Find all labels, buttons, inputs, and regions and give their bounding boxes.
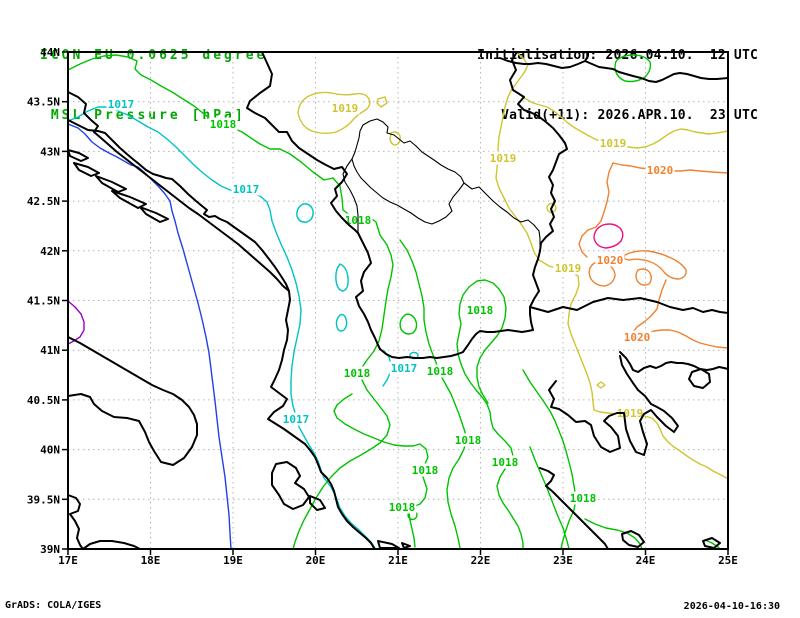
- x-axis-tick-label: 25E: [718, 554, 738, 567]
- x-axis-tick-label: 19E: [223, 554, 243, 567]
- contour-line-1019-yellow: [297, 51, 729, 480]
- y-axis-tick-label: 44N: [40, 46, 60, 59]
- x-axis-tick-label: 24E: [636, 554, 656, 567]
- contour-line-magenta: [593, 223, 624, 249]
- coastline-chalkidiki: [548, 355, 679, 456]
- coastline-italy-heel: [67, 494, 141, 550]
- contour-label-mask: [453, 433, 483, 447]
- contour-label-mask: [281, 412, 311, 426]
- x-axis-tick-label: 22E: [471, 554, 491, 567]
- contour-line-purple: [67, 300, 85, 345]
- contour-label-mask: [645, 163, 675, 177]
- contour-label-mask: [208, 117, 238, 131]
- border-kosovo: [351, 118, 465, 225]
- axis-ticks-and-labels: 17E 18E 19E 20E 21E 22E 23E 24E 25E 44N 43.5N 43N 42…: [27, 46, 738, 567]
- danube-romania-border: [499, 51, 729, 83]
- contour-label: 1018: [412, 464, 439, 477]
- latlon-gridlines: [68, 52, 728, 549]
- contour-label-mask: [553, 261, 583, 275]
- y-axis-tick-label: 40.5N: [27, 394, 60, 407]
- contour-label-mask: [106, 97, 136, 111]
- y-axis-tick-label: 40N: [40, 444, 60, 457]
- contour-label-mask: [490, 455, 520, 469]
- contour-label: 1019: [555, 262, 582, 275]
- contour-label: 1017: [283, 413, 310, 426]
- border-bosnia-serbia-drina: [246, 51, 359, 234]
- contour-label-mask: [622, 330, 652, 344]
- y-axis-tick-label: 41N: [40, 344, 60, 357]
- contour-label-mask: [387, 500, 417, 514]
- coastline-aegean-thrace: [619, 351, 729, 389]
- contour-label: 1018: [389, 501, 416, 514]
- contour-line-blue: [67, 123, 232, 550]
- contour-label: 1018: [492, 456, 519, 469]
- coastline-corfu-ionian: [271, 461, 411, 549]
- x-axis-tick-label: 18E: [141, 554, 161, 567]
- contour-label-mask: [231, 182, 261, 196]
- contour-label-mask: [598, 136, 628, 150]
- contour-label: 1020: [624, 331, 651, 344]
- contour-label: 1020: [597, 254, 624, 267]
- y-axis-tick-label: 41.5N: [27, 295, 60, 308]
- coastline-italy-gargano: [67, 336, 198, 466]
- y-axis-tick-label: 39.5N: [27, 493, 60, 506]
- y-axis-tick-label: 42.5N: [27, 195, 60, 208]
- contour-line-1018-green: [67, 54, 721, 550]
- contour-label-mask: [389, 361, 419, 375]
- border-croatia-bosnia: [67, 91, 290, 292]
- contour-label: 1018: [455, 434, 482, 447]
- contour-label-mask: [465, 303, 495, 317]
- grads-credit: GrADS: COLA/IGES: [5, 600, 102, 611]
- y-axis-tick-label: 43.5N: [27, 96, 60, 109]
- border-serbia-bulgaria: [509, 51, 729, 314]
- contour-label: 1018: [427, 365, 454, 378]
- contour-label: 1017: [108, 98, 135, 111]
- x-axis-tick-label: 21E: [388, 554, 408, 567]
- contour-label: 1019: [617, 407, 644, 420]
- contour-label: 1020: [647, 164, 674, 177]
- contour-label-mask: [488, 151, 518, 165]
- contour-label: 1018: [570, 492, 597, 505]
- pressure-contours: [67, 51, 729, 550]
- contour-label: 1018: [467, 304, 494, 317]
- contour-label-mask: [330, 101, 360, 115]
- contour-label-mask: [410, 463, 440, 477]
- contour-label: 1019: [600, 137, 627, 150]
- contour-label: 1017: [233, 183, 260, 196]
- contour-label: 1018: [344, 367, 371, 380]
- contour-label-mask: [595, 253, 625, 267]
- y-axis-tick-label: 42N: [40, 245, 60, 258]
- contour-label: 1018: [210, 118, 237, 131]
- y-axis-tick-label: 39N: [40, 543, 60, 556]
- x-axis-tick-label: 23E: [553, 554, 573, 567]
- x-axis-tick-label: 20E: [306, 554, 326, 567]
- creation-timestamp: 2026-04-10-16:30: [683, 601, 780, 612]
- coastline-thessaly: [539, 467, 721, 550]
- border-greece-north: [379, 306, 534, 359]
- coastlines-and-borders: [67, 51, 729, 550]
- contour-label-layer: 1017 1017 1017 1017 1018 1018 1018 1018 1018 1018…: [106, 97, 675, 514]
- valid-time-line: Valid(+11): 2026.APR.10. 23 UTC: [501, 108, 758, 123]
- contour-label-mask: [615, 406, 645, 420]
- coastline-dalmatia-albania: [67, 119, 375, 549]
- contour-line-1017-cyan: [67, 106, 419, 549]
- contour-label-mask: [425, 364, 455, 378]
- y-axis-tick-label: 43N: [40, 145, 60, 158]
- border-serbia-macedonia-thin: [342, 158, 541, 246]
- contour-label-mask: [568, 491, 598, 505]
- contour-label-mask: [342, 366, 372, 380]
- x-axis-tick-label: 17E: [58, 554, 78, 567]
- border-montenegro-albania-macedonia: [355, 232, 381, 350]
- contour-label: 1017: [391, 362, 418, 375]
- contour-label: 1019: [490, 152, 517, 165]
- dalmatian-islands: [67, 149, 169, 223]
- contour-label: 1019: [332, 102, 359, 115]
